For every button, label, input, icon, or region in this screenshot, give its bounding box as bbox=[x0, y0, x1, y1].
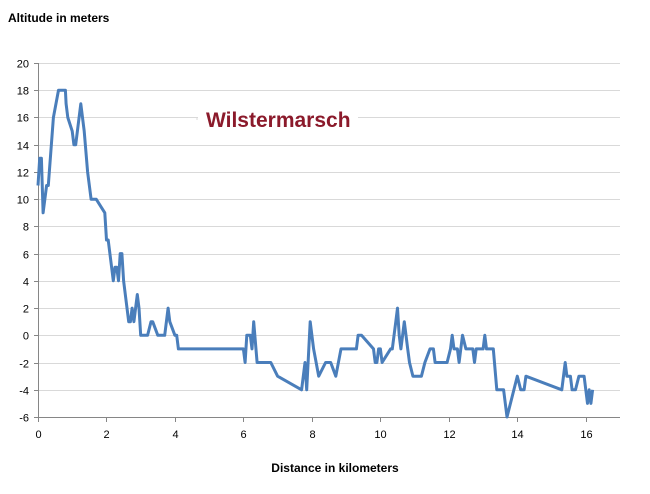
y-tick-label: 0 bbox=[23, 331, 29, 343]
x-tick-label: 16 bbox=[580, 429, 592, 441]
y-tick-label: 12 bbox=[17, 168, 29, 180]
y-axis-label: Altitude in meters bbox=[8, 11, 110, 25]
x-tick-label: 10 bbox=[374, 429, 386, 441]
y-tick-label: 8 bbox=[23, 222, 29, 234]
y-tick-label: 6 bbox=[23, 250, 29, 262]
x-tick-label: 0 bbox=[35, 429, 41, 441]
gridlines bbox=[38, 63, 620, 418]
x-tick-label: 4 bbox=[172, 429, 178, 441]
x-tick-label: 14 bbox=[511, 429, 523, 441]
y-tick-label: -2 bbox=[19, 359, 29, 371]
x-tick-label: 8 bbox=[309, 429, 315, 441]
title-background bbox=[198, 104, 358, 132]
x-tick-labels: 0 2 4 6 8 10 12 14 16 bbox=[35, 429, 592, 441]
x-tick-label: 2 bbox=[103, 429, 109, 441]
axes bbox=[34, 63, 620, 422]
y-tick-label: 14 bbox=[17, 141, 29, 153]
y-tick-label: -6 bbox=[19, 413, 29, 425]
x-tick-label: 12 bbox=[443, 429, 455, 441]
altitude-series-line bbox=[36, 88, 595, 419]
y-tick-label: -4 bbox=[19, 386, 29, 398]
y-tick-label: 4 bbox=[23, 277, 29, 289]
y-tick-labels: -6 -4 -2 0 2 4 6 8 10 12 14 16 18 20 bbox=[17, 59, 29, 425]
y-tick-label: 18 bbox=[17, 86, 29, 98]
x-axis-label: Distance in kilometers bbox=[271, 461, 399, 475]
y-tick-label: 20 bbox=[17, 59, 29, 71]
y-tick-label: 16 bbox=[17, 113, 29, 125]
x-tick-label: 6 bbox=[240, 429, 246, 441]
chart-title: Wilstermarsch bbox=[206, 109, 351, 132]
chart-title-group: Wilstermarsch bbox=[196, 104, 358, 132]
y-tick-label: 10 bbox=[17, 195, 29, 207]
y-tick-label: 2 bbox=[23, 304, 29, 316]
